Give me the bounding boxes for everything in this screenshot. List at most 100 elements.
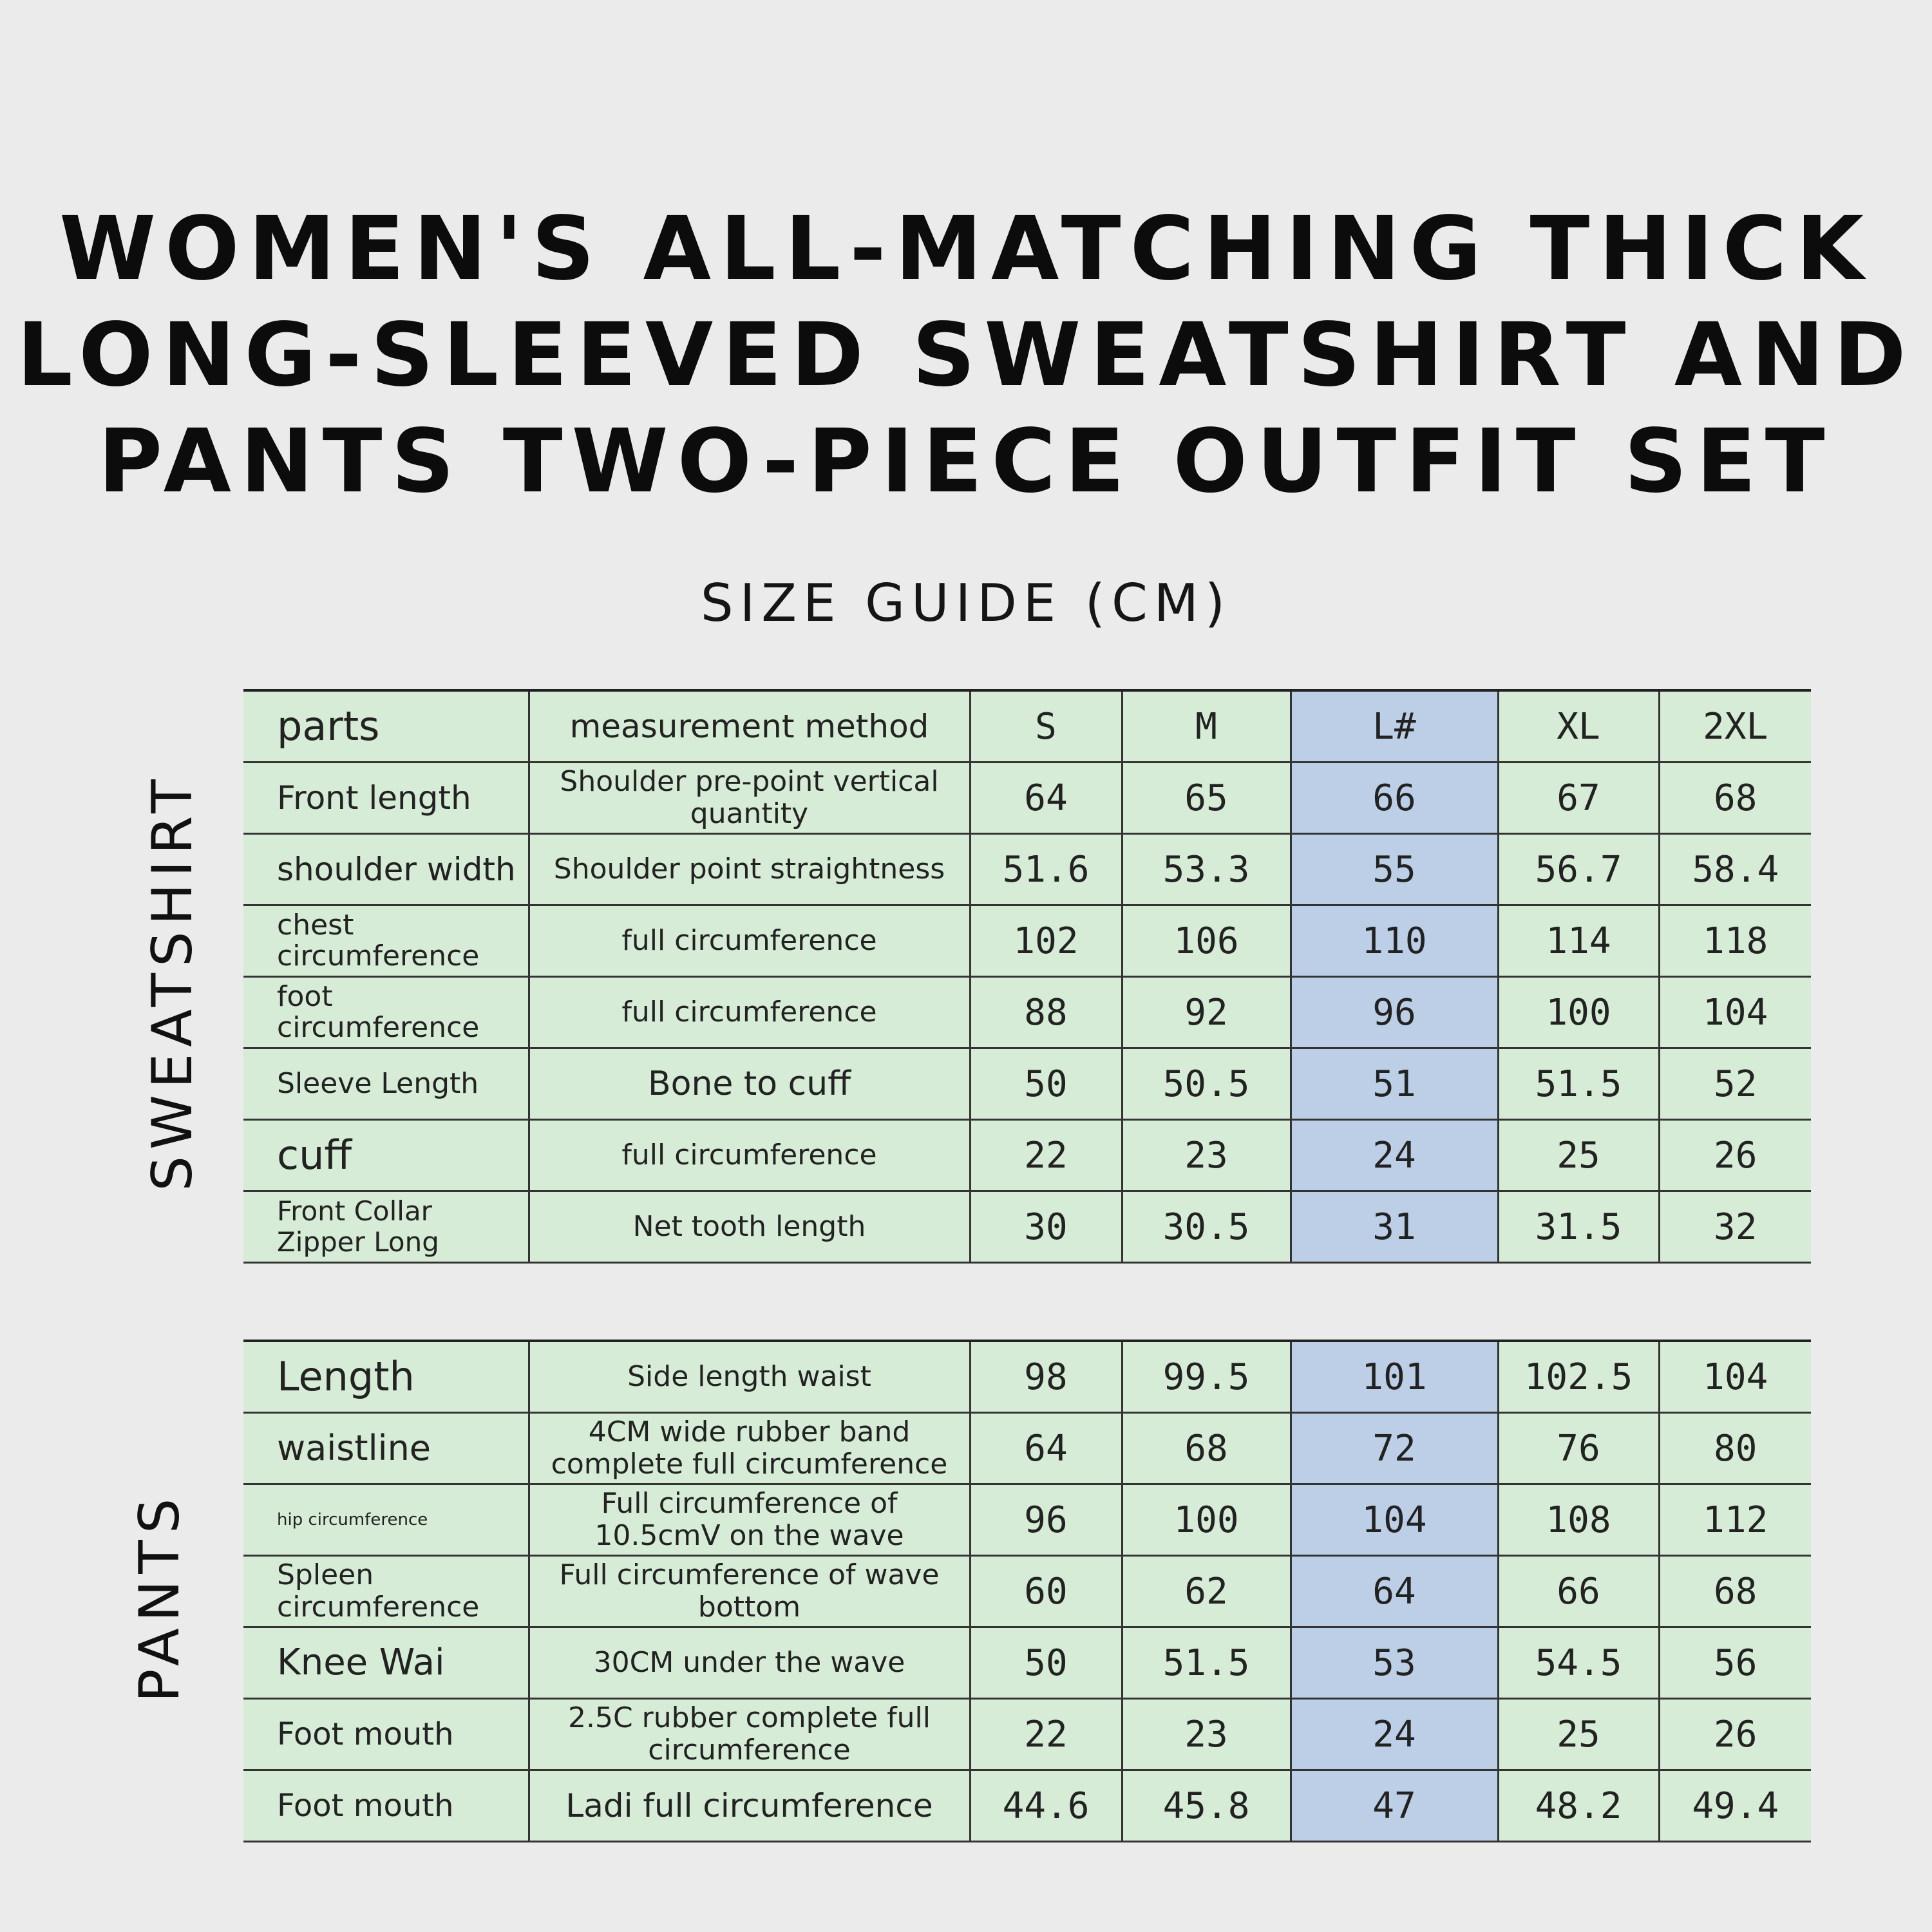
value-xl: 76: [1497, 1412, 1660, 1485]
value-2xl: 32: [1658, 1190, 1811, 1264]
value-s: 22: [969, 1119, 1123, 1192]
part-name: Length: [243, 1340, 530, 1414]
value-xl: 25: [1497, 1698, 1660, 1771]
value-l: 31: [1289, 1190, 1499, 1264]
value-m: 51.5: [1121, 1626, 1292, 1700]
value-2xl: 58.4: [1658, 833, 1811, 906]
value-xl: 100: [1497, 976, 1660, 1049]
page-title: WOMEN'S ALL-MATCHING THICK LONG-SLEEVED …: [0, 196, 1932, 515]
value-s: 60: [969, 1555, 1123, 1628]
part-name: Knee Wai: [243, 1626, 530, 1700]
header-parts: parts: [243, 689, 530, 763]
table-row: cuff full circumference 22 23 24 25 26: [243, 1119, 1811, 1192]
header-size-xl: XL: [1497, 689, 1660, 763]
value-s: 50: [969, 1626, 1123, 1700]
value-l: 64: [1289, 1555, 1499, 1628]
table-header-row: parts measurement method S M L# XL 2XL: [243, 689, 1811, 763]
value-2xl: 56: [1658, 1626, 1811, 1700]
value-l: 47: [1289, 1769, 1499, 1842]
value-l: 24: [1289, 1119, 1499, 1192]
value-xl: 56.7: [1497, 833, 1660, 906]
value-l: 24: [1289, 1698, 1499, 1771]
value-m: 30.5: [1121, 1190, 1292, 1264]
value-2xl: 26: [1658, 1119, 1811, 1192]
measurement-method: full circumference: [527, 976, 971, 1049]
part-name: Foot mouth: [243, 1698, 530, 1771]
value-xl: 31.5: [1497, 1190, 1660, 1264]
measurement-method: 2.5C rubber complete full circumference: [527, 1698, 971, 1771]
measurement-method: 4CM wide rubber band complete full circu…: [527, 1412, 971, 1485]
part-name: hip circumference: [243, 1483, 530, 1557]
value-s: 30: [969, 1190, 1123, 1264]
header-size-l: L#: [1289, 689, 1499, 763]
value-m: 50.5: [1121, 1047, 1292, 1121]
value-l: 101: [1289, 1340, 1499, 1414]
part-name: Foot mouth: [243, 1769, 530, 1842]
value-s: 96: [969, 1483, 1123, 1557]
value-xl: 54.5: [1497, 1626, 1660, 1700]
value-xl: 114: [1497, 904, 1660, 978]
value-2xl: 68: [1658, 761, 1811, 835]
value-l: 104: [1289, 1483, 1499, 1557]
part-name: shoulder width: [243, 833, 530, 906]
table-row: Foot mouth 2.5C rubber complete full cir…: [243, 1698, 1811, 1771]
value-s: 51.6: [969, 833, 1123, 906]
value-m: 53.3: [1121, 833, 1292, 906]
table-row: Sleeve Length Bone to cuff 50 50.5 51 51…: [243, 1047, 1811, 1121]
value-l: 110: [1289, 904, 1499, 978]
table-row: chest circumference full circumference 1…: [243, 904, 1811, 978]
measurement-method: Side length waist: [527, 1340, 971, 1414]
header-size-s: S: [969, 689, 1123, 763]
value-s: 98: [969, 1340, 1123, 1414]
value-s: 102: [969, 904, 1123, 978]
value-2xl: 52: [1658, 1047, 1811, 1121]
part-name: Front length: [243, 761, 530, 835]
measurement-method: Net tooth length: [527, 1190, 971, 1264]
value-m: 23: [1121, 1698, 1292, 1771]
value-2xl: 26: [1658, 1698, 1811, 1771]
value-m: 68: [1121, 1412, 1292, 1485]
table-row: Length Side length waist 98 99.5 101 102…: [243, 1340, 1811, 1414]
measurement-method: Full circumference of wave bottom: [527, 1555, 971, 1628]
table-row: hip circumference Full circumference of …: [243, 1483, 1811, 1557]
value-l: 66: [1289, 761, 1499, 835]
header-size-2xl: 2XL: [1658, 689, 1811, 763]
value-2xl: 118: [1658, 904, 1811, 978]
table-row: shoulder width Shoulder point straightne…: [243, 833, 1811, 906]
value-xl: 48.2: [1497, 1769, 1660, 1842]
part-name: waistline: [243, 1412, 530, 1485]
table-row: Front length Shoulder pre-point vertical…: [243, 761, 1811, 835]
table-row: waistline 4CM wide rubber band complete …: [243, 1412, 1811, 1485]
value-s: 88: [969, 976, 1123, 1049]
value-l: 53: [1289, 1626, 1499, 1700]
value-m: 23: [1121, 1119, 1292, 1192]
table-row: Knee Wai 30CM under the wave 50 51.5 53 …: [243, 1626, 1811, 1700]
title-line-3: PANTS TWO-PIECE OUTFIT SET: [98, 411, 1834, 513]
part-name: Spleen circumference: [243, 1555, 530, 1628]
sweatshirt-section-label: SWEATSHIRT: [140, 773, 205, 1191]
value-xl: 25: [1497, 1119, 1660, 1192]
measurement-method: Shoulder point straightness: [527, 833, 971, 906]
value-m: 100: [1121, 1483, 1292, 1557]
value-2xl: 104: [1658, 1340, 1811, 1414]
value-l: 96: [1289, 976, 1499, 1049]
table-row: foot circumference full circumference 88…: [243, 976, 1811, 1049]
value-2xl: 80: [1658, 1412, 1811, 1485]
measurement-method: Shoulder pre-point vertical quantity: [527, 761, 971, 835]
part-name: foot circumference: [243, 976, 530, 1049]
header-size-m: M: [1121, 689, 1292, 763]
measurement-method: Bone to cuff: [527, 1047, 971, 1121]
table-row: Spleen circumference Full circumference …: [243, 1555, 1811, 1628]
value-xl: 67: [1497, 761, 1660, 835]
measurement-method: 30CM under the wave: [527, 1626, 971, 1700]
value-s: 64: [969, 761, 1123, 835]
measurement-method: Ladi full circumference: [527, 1769, 971, 1842]
sweatshirt-size-table: parts measurement method S M L# XL 2XL F…: [243, 689, 1811, 1264]
value-m: 45.8: [1121, 1769, 1292, 1842]
value-m: 99.5: [1121, 1340, 1292, 1414]
value-l: 55: [1289, 833, 1499, 906]
part-name: Sleeve Length: [243, 1047, 530, 1121]
size-guide-subtitle: SIZE GUIDE (CM): [700, 573, 1232, 633]
table-row: Foot mouth Ladi full circumference 44.6 …: [243, 1769, 1811, 1842]
value-m: 106: [1121, 904, 1292, 978]
